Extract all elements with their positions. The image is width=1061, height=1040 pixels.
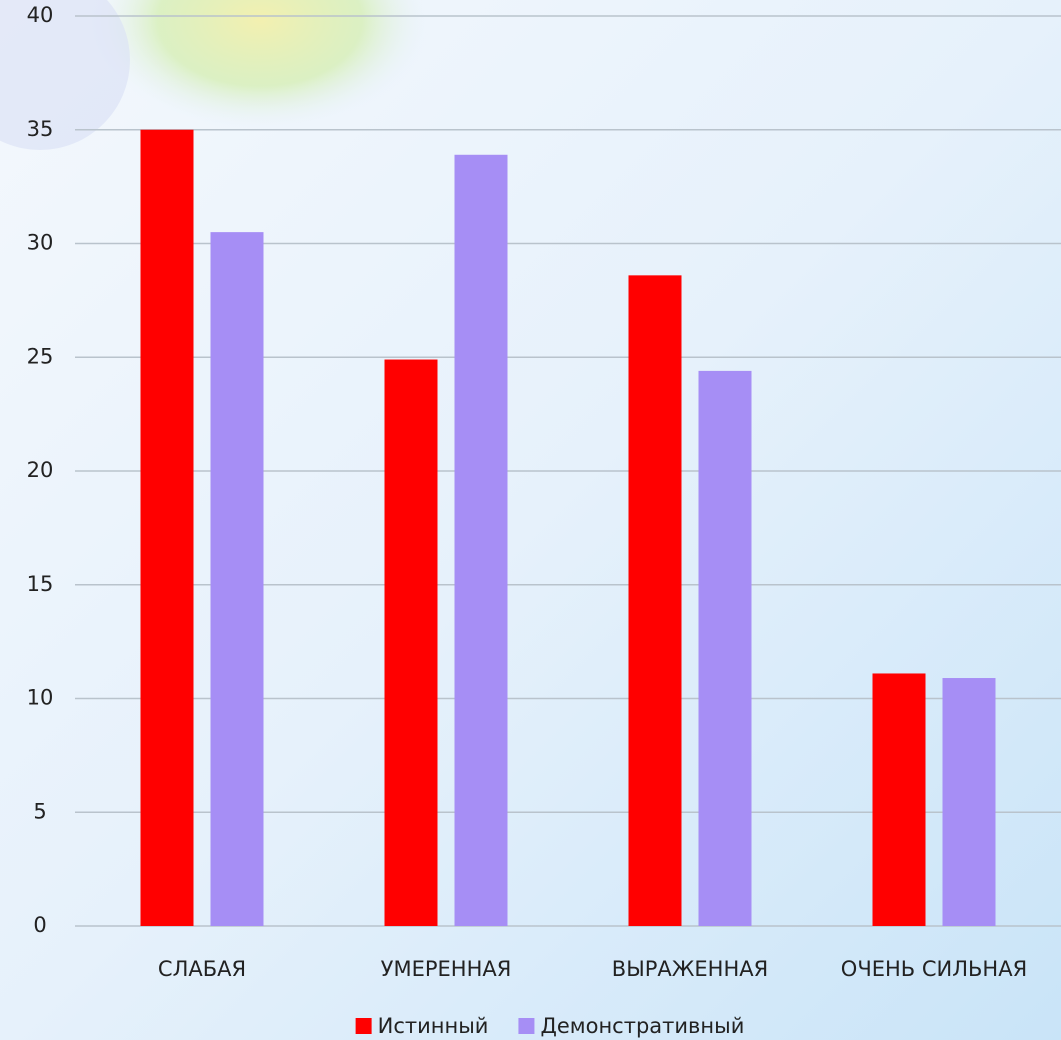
y-tick-label: 30	[27, 231, 54, 255]
y-tick-label: 10	[27, 686, 54, 710]
bar	[384, 359, 438, 926]
x-tick-label: ВЫРАЖЕННАЯ	[612, 957, 768, 981]
bar	[454, 154, 508, 926]
legend-label: Демонстративный	[540, 1014, 744, 1038]
y-tick-label: 40	[27, 3, 54, 27]
x-tick-label: УМЕРЕННАЯ	[381, 957, 512, 981]
bar	[628, 275, 682, 927]
legend: Истинный Демонстративный	[355, 1014, 744, 1038]
legend-label: Истинный	[378, 1014, 489, 1038]
y-tick-label: 20	[27, 458, 54, 482]
y-tick-label: 35	[27, 117, 54, 141]
x-tick-label: ОЧЕНЬ СИЛЬНАЯ	[841, 957, 1027, 981]
bar	[942, 678, 996, 926]
decoration	[0, 0, 130, 150]
bar	[210, 232, 264, 926]
x-tick-label: СЛАБАЯ	[158, 957, 246, 981]
bar	[872, 673, 926, 926]
y-tick-label: 15	[27, 572, 54, 596]
y-tick-label: 5	[33, 799, 46, 823]
y-tick-label: 0	[33, 913, 46, 937]
legend-swatch	[518, 1018, 535, 1034]
legend-swatch	[355, 1018, 372, 1034]
bar	[140, 129, 194, 926]
decoration	[90, 0, 430, 130]
y-tick-label: 25	[27, 344, 54, 368]
bar	[698, 370, 752, 926]
